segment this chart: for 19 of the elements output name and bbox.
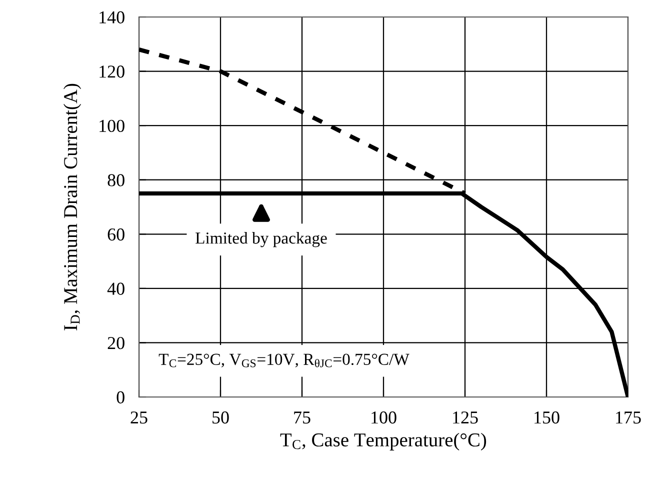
- y-tick-label: 120: [100, 66, 124, 78]
- annotation: Limited by package: [196, 232, 327, 248]
- x-tick-label: 100: [372, 411, 396, 424]
- y-tick-label: 0: [116, 391, 124, 404]
- x-axis-title: T$_{C}$, Case Temperature(°C): [280, 432, 486, 450]
- y-tick-label: 40: [107, 282, 124, 295]
- y-tick-label: 80: [108, 174, 124, 186]
- x-tick-label: 150: [534, 411, 560, 424]
- y-axis-title: I$_{D}$, Maximum Drain Current(A): [63, 84, 82, 330]
- x-tick-label: 50: [212, 411, 229, 424]
- x-tick-label: 125: [453, 411, 478, 424]
- y-tick-label: 60: [108, 228, 124, 241]
- x-tick-label: 25: [130, 411, 148, 424]
- annotation: T$_{C}$=25°C, V$_{GS}$=10V, R$_{θJC}$=0.75°C/W: [158, 354, 410, 368]
- x-tick-label: 175: [616, 412, 641, 424]
- x-tick-label: 75: [294, 412, 310, 424]
- y-tick-label: 100: [100, 120, 124, 132]
- y-tick-label: 20: [108, 336, 124, 350]
- y-tick-label: 140: [100, 11, 124, 24]
